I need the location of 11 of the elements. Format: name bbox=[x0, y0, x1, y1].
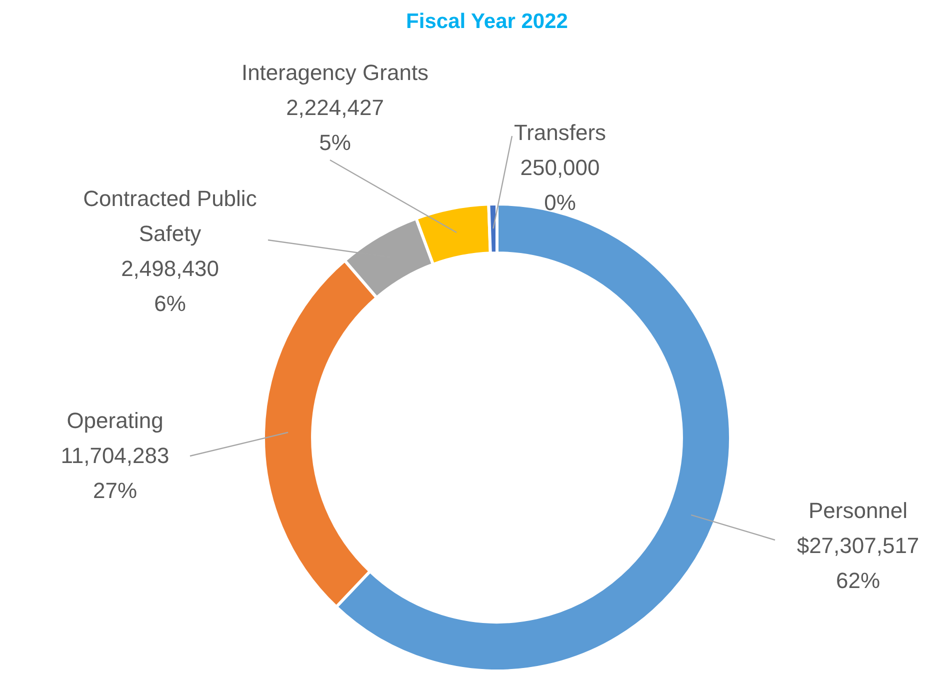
data-label: $27,307,517 62% bbox=[796, 533, 920, 593]
slice-label: Interagency Grants bbox=[241, 60, 429, 85]
chart-title: Fiscal Year 2022 bbox=[406, 10, 568, 33]
slice-label: Transfers bbox=[514, 120, 606, 145]
slice-label: Contracted Public Safety bbox=[83, 186, 257, 246]
data-label: 11,704,283 27% bbox=[60, 443, 170, 503]
slice-label: Personnel bbox=[808, 498, 908, 523]
slice-label: Operating bbox=[66, 408, 164, 433]
data-label: 250,000 0% bbox=[520, 155, 600, 215]
data-label: 2,224,427 5% bbox=[286, 95, 384, 155]
data-label: 2,498,430 6% bbox=[121, 256, 219, 316]
